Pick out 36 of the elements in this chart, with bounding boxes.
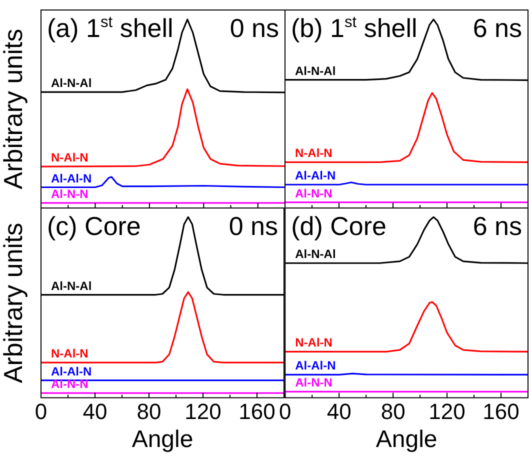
series-label: Al-N-Al — [295, 64, 336, 78]
x-tick-label: 120 — [184, 399, 222, 424]
series-label: Al-N-Al — [295, 247, 336, 262]
chart-title: (d) Core — [291, 211, 386, 241]
y-axis-title: Arbitrary units — [0, 222, 28, 384]
y-axis-title: Arbitrary units — [0, 28, 28, 190]
x-axis-title: Angle — [376, 426, 438, 454]
series-label: Al-N-N — [295, 376, 332, 390]
annotation: 6 ns — [472, 211, 522, 241]
series-label: Al-N-Al — [51, 278, 92, 293]
series-label: Al-N-N — [51, 377, 88, 392]
x-tick-label: 40 — [82, 399, 108, 424]
series-label: N-Al-N — [51, 150, 88, 165]
series-label: Al-N-N — [295, 186, 332, 200]
series-label: Al-N-Al — [51, 76, 92, 90]
series-label: N-Al-N — [295, 146, 332, 160]
series-label: Al-Al-N — [51, 364, 92, 378]
series-label: N-Al-N — [51, 346, 88, 361]
series-label: N-Al-N — [295, 336, 332, 350]
series-label: Al-Al-N — [51, 171, 92, 186]
series-label: Al-N-N — [51, 186, 88, 201]
series-label: Al-Al-N — [295, 168, 336, 183]
chart-title: (c) Core — [47, 211, 141, 241]
x-tick-label: 160 — [238, 399, 276, 424]
x-axis-title: Angle — [132, 426, 194, 454]
x-tick-label: 80 — [380, 399, 406, 424]
x-tick-label: 0 — [34, 399, 48, 424]
annotation: 0 ns — [230, 13, 279, 43]
annotation: 0 ns — [228, 211, 278, 241]
x-tick-label: 80 — [136, 399, 162, 424]
x-tick-label: 160 — [482, 399, 520, 424]
x-tick-label: 0 — [278, 399, 292, 424]
x-tick-label: 120 — [428, 399, 466, 424]
annotation: 6 ns — [472, 13, 522, 43]
x-tick-label: 40 — [326, 399, 352, 424]
series-label: Al-Al-N — [295, 358, 336, 373]
